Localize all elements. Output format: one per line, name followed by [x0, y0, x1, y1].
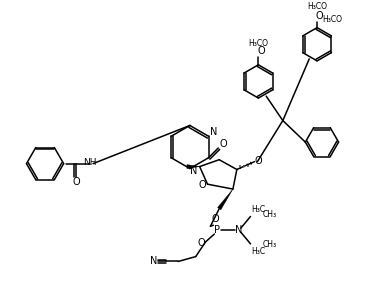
Text: O: O: [315, 11, 323, 21]
Text: CH₃: CH₃: [262, 210, 276, 219]
Text: H₃CO: H₃CO: [307, 2, 327, 11]
Text: H₃CO: H₃CO: [248, 39, 269, 48]
Text: O: O: [198, 238, 205, 248]
Text: H₃C: H₃C: [251, 205, 266, 214]
Polygon shape: [217, 189, 233, 210]
Text: N: N: [190, 166, 198, 176]
Text: O: O: [219, 139, 227, 149]
Polygon shape: [187, 165, 200, 169]
Text: O: O: [212, 214, 219, 224]
Text: O: O: [255, 156, 262, 166]
Text: •••: •••: [238, 164, 250, 169]
Text: N: N: [150, 256, 158, 266]
Text: O: O: [258, 46, 265, 56]
Text: H₃C: H₃C: [251, 247, 266, 256]
Text: O: O: [199, 180, 206, 190]
Text: N: N: [210, 127, 217, 137]
Text: O: O: [72, 177, 80, 187]
Text: NH: NH: [83, 158, 97, 167]
Text: P: P: [214, 225, 220, 235]
Text: H₃CO: H₃CO: [323, 15, 343, 24]
Text: CH₃: CH₃: [262, 240, 276, 249]
Text: N: N: [235, 225, 243, 235]
